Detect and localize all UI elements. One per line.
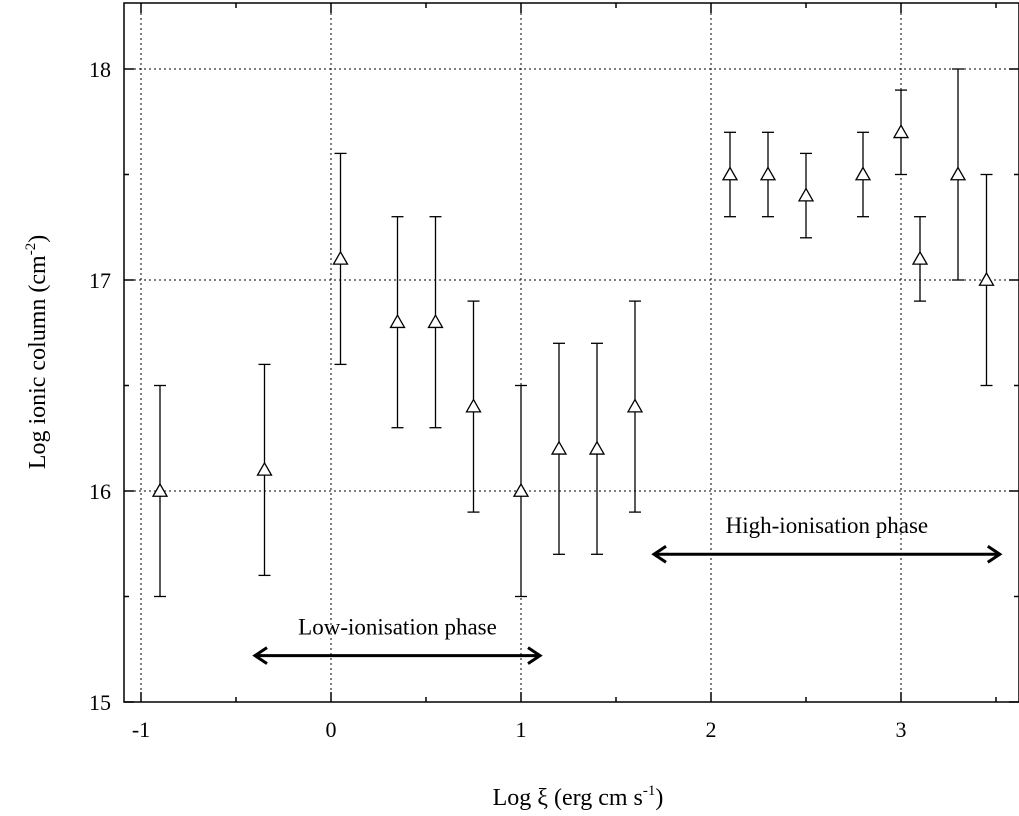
data-point-triangle xyxy=(978,271,995,286)
data-point-triangle xyxy=(626,398,644,413)
y-axis-tick-labels: 15 16 17 18 xyxy=(89,57,111,715)
data-points xyxy=(151,123,995,497)
data-point-triangle xyxy=(512,482,530,497)
data-point-triangle xyxy=(588,440,606,455)
x-tick-label: 1 xyxy=(516,717,527,742)
y-tick-label: 15 xyxy=(89,690,111,715)
data-point-triangle xyxy=(854,166,872,181)
phase-annotation: High-ionisation phase xyxy=(651,513,1003,564)
y-tick-label: 17 xyxy=(89,268,111,293)
annotation-label: Low-ionisation phase xyxy=(298,614,497,639)
data-point-triangle xyxy=(949,166,967,181)
data-point-triangle xyxy=(332,250,349,265)
x-tick-label: 3 xyxy=(896,717,907,742)
y-axis-title: Log ionic column (cm-2) xyxy=(23,235,51,469)
x-tick-label: 2 xyxy=(706,717,717,742)
data-point-triangle xyxy=(797,187,815,202)
y-tick-label: 18 xyxy=(89,57,111,82)
grid xyxy=(124,3,1019,702)
arrow-head-left xyxy=(651,545,667,564)
data-point-triangle xyxy=(389,313,406,329)
x-axis-tick-labels: -1 0 1 2 3 xyxy=(132,717,907,742)
annotations: Low-ionisation phase High-ionisation phas… xyxy=(252,513,1003,665)
data-point-triangle xyxy=(721,166,739,181)
x-tick-label: 0 xyxy=(326,717,337,742)
data-point-triangle xyxy=(759,166,777,181)
arrow-head-right xyxy=(986,545,1003,564)
plot-frame xyxy=(123,2,1019,703)
y-tick-label: 16 xyxy=(89,479,111,504)
data-point-triangle xyxy=(550,440,568,455)
data-point-triangle xyxy=(427,313,444,329)
x-tick-label: -1 xyxy=(132,717,150,742)
axis-ticks xyxy=(124,3,1019,703)
x-axis-title: Log ξ (erg cm s-1) xyxy=(493,783,664,811)
data-point-triangle xyxy=(892,123,910,139)
data-point-triangle xyxy=(911,250,929,265)
data-point-triangle xyxy=(465,398,482,413)
data-point-triangle xyxy=(151,482,169,497)
arrow-head-left xyxy=(252,646,268,665)
arrow-head-right xyxy=(527,646,543,665)
phase-annotation: Low-ionisation phase xyxy=(252,614,543,665)
annotation-label: High-ionisation phase xyxy=(726,513,929,538)
data-point-triangle xyxy=(256,461,273,476)
